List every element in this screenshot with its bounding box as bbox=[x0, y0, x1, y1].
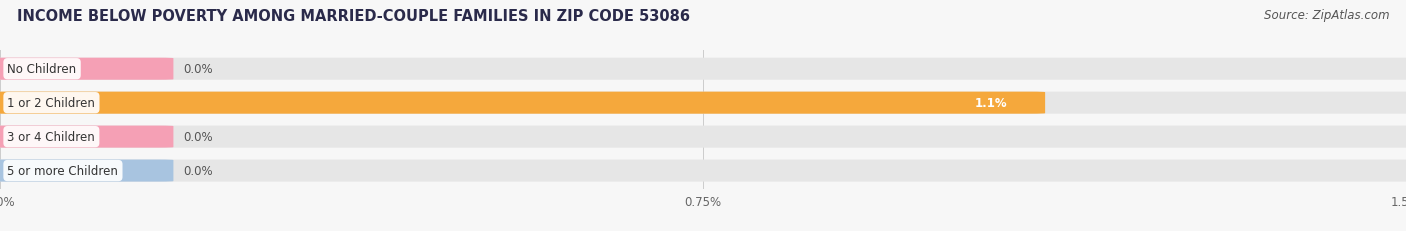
Text: 0.0%: 0.0% bbox=[183, 164, 212, 177]
FancyBboxPatch shape bbox=[0, 92, 1045, 114]
Text: Source: ZipAtlas.com: Source: ZipAtlas.com bbox=[1264, 9, 1389, 22]
Text: 1 or 2 Children: 1 or 2 Children bbox=[7, 97, 96, 110]
FancyBboxPatch shape bbox=[0, 92, 1406, 114]
FancyBboxPatch shape bbox=[0, 58, 1406, 80]
FancyBboxPatch shape bbox=[0, 58, 173, 80]
FancyBboxPatch shape bbox=[0, 160, 173, 182]
Text: No Children: No Children bbox=[7, 63, 76, 76]
Text: 0.0%: 0.0% bbox=[183, 131, 212, 143]
Text: 3 or 4 Children: 3 or 4 Children bbox=[7, 131, 96, 143]
FancyBboxPatch shape bbox=[0, 126, 173, 148]
FancyBboxPatch shape bbox=[0, 160, 1406, 182]
FancyBboxPatch shape bbox=[0, 126, 1406, 148]
Text: 5 or more Children: 5 or more Children bbox=[7, 164, 118, 177]
Text: INCOME BELOW POVERTY AMONG MARRIED-COUPLE FAMILIES IN ZIP CODE 53086: INCOME BELOW POVERTY AMONG MARRIED-COUPL… bbox=[17, 9, 690, 24]
Text: 0.0%: 0.0% bbox=[183, 63, 212, 76]
Text: 1.1%: 1.1% bbox=[974, 97, 1008, 110]
